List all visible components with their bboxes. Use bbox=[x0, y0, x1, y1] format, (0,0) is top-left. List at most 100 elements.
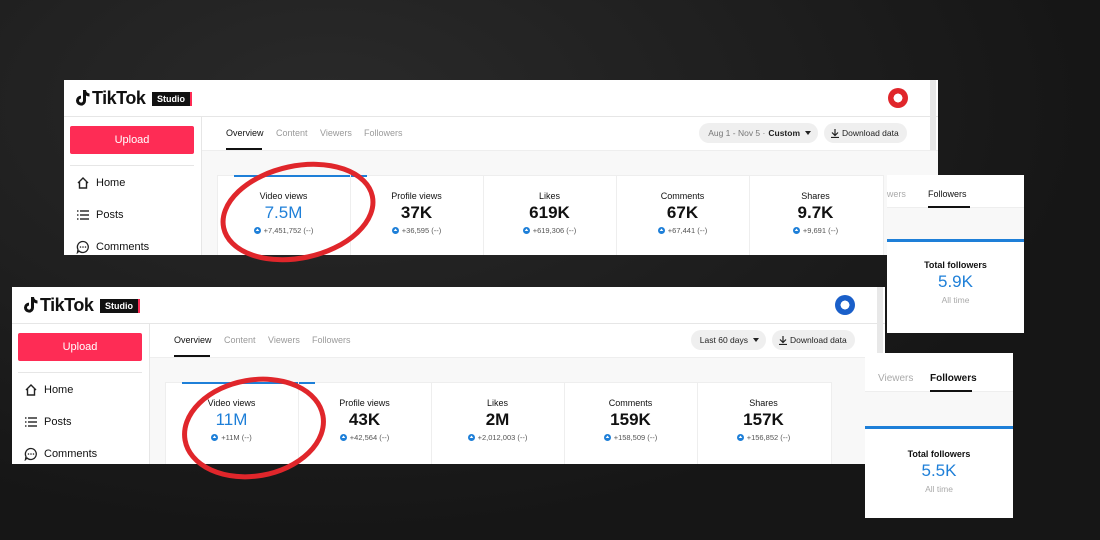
up-icon bbox=[391, 227, 399, 234]
metric-divider bbox=[697, 382, 698, 464]
metric-value: 157K bbox=[743, 410, 784, 429]
download-icon bbox=[831, 129, 839, 138]
up-icon bbox=[736, 434, 744, 441]
card-tab[interactable]: Followers bbox=[930, 373, 977, 384]
date-range-button[interactable]: Aug 1 - Nov 5 · Custom bbox=[699, 123, 818, 143]
tab[interactable]: Content bbox=[224, 335, 256, 345]
date-range-button[interactable]: Last 60 days bbox=[690, 330, 766, 350]
nav-item[interactable]: Home bbox=[96, 177, 126, 189]
tab[interactable]: Viewers bbox=[320, 128, 352, 138]
metric-label: Likes bbox=[486, 398, 508, 408]
nav-icon bbox=[25, 417, 37, 427]
up-icon bbox=[792, 227, 800, 234]
change-text: +67,441 (--) bbox=[667, 226, 708, 235]
card-tab-underline bbox=[928, 206, 970, 208]
avatar[interactable] bbox=[835, 295, 855, 315]
tab[interactable]: Followers bbox=[364, 128, 403, 138]
metric-divider bbox=[616, 175, 617, 255]
change-text: +156,852 (--) bbox=[746, 433, 791, 442]
metric-value: 7.5M bbox=[264, 203, 303, 222]
metric[interactable]: Profile views 37K +36,595 (--) bbox=[350, 191, 483, 235]
card-tab[interactable]: Viewers bbox=[878, 373, 914, 384]
tab-underline bbox=[226, 148, 262, 150]
nav-item[interactable]: Comments bbox=[96, 241, 150, 253]
tab[interactable]: Content bbox=[276, 128, 308, 138]
card-band bbox=[887, 208, 1024, 239]
up-icon bbox=[339, 434, 347, 441]
metric[interactable]: Shares 157K +156,852 (--) bbox=[697, 398, 830, 442]
followers-label: Total followers bbox=[907, 449, 971, 459]
download-button[interactable]: Download data bbox=[824, 123, 907, 143]
studio-badge: Studio bbox=[152, 92, 190, 106]
nav-item[interactable]: Posts bbox=[44, 416, 72, 428]
up-icon bbox=[253, 227, 261, 234]
metric-label: Comments bbox=[608, 398, 653, 408]
sidebar-border bbox=[149, 324, 150, 464]
nav-item[interactable]: Posts bbox=[96, 209, 124, 221]
metric-divider bbox=[483, 175, 484, 255]
tabs-divider bbox=[202, 150, 938, 151]
sidebar-divider bbox=[18, 372, 142, 373]
metric-change: +158,509 (--) bbox=[564, 433, 697, 442]
active-metric-bar bbox=[182, 382, 315, 384]
tiktok-icon bbox=[76, 90, 90, 106]
metric[interactable]: Video views 7.5M +7,451,752 (--) bbox=[217, 191, 350, 235]
header-divider bbox=[64, 116, 938, 117]
metric[interactable]: Likes 2M +2,012,003 (--) bbox=[431, 398, 564, 442]
metric-change: +67,441 (--) bbox=[616, 226, 749, 235]
metric-label: Comments bbox=[660, 191, 705, 201]
download-button[interactable]: Download data bbox=[772, 330, 855, 350]
logo-text: TikTok bbox=[40, 295, 94, 315]
up-icon bbox=[657, 227, 665, 234]
followers-period: All time bbox=[941, 295, 970, 305]
metric-label: Likes bbox=[538, 191, 560, 201]
tiktok-icon bbox=[24, 297, 38, 313]
card-tab[interactable]: Viewers bbox=[887, 189, 906, 199]
nav-item[interactable]: Comments bbox=[44, 448, 98, 460]
followers-value: 5.9K bbox=[938, 272, 973, 291]
tab[interactable]: Viewers bbox=[268, 335, 300, 345]
up-icon bbox=[211, 434, 219, 441]
change-text: +9,691 (--) bbox=[802, 226, 839, 235]
studio-panel: TikTok Studio Upload Home Posts Comments Overv… bbox=[64, 80, 938, 255]
metric-label: Video views bbox=[207, 398, 256, 408]
metric-value: 37K bbox=[400, 203, 433, 222]
up-icon bbox=[603, 434, 611, 441]
date-range: Aug 1 - Nov 5 · bbox=[708, 128, 766, 138]
metric-change: +7,451,752 (--) bbox=[217, 226, 350, 235]
tab[interactable]: Overview bbox=[226, 128, 264, 138]
download-icon bbox=[779, 336, 787, 345]
change-text: +36,595 (--) bbox=[401, 226, 442, 235]
metric[interactable]: Shares 9.7K +9,691 (--) bbox=[749, 191, 882, 235]
upload-button[interactable]: Upload bbox=[18, 333, 142, 361]
metric-divider bbox=[564, 382, 565, 464]
nav-icon bbox=[25, 384, 37, 396]
tab[interactable]: Followers bbox=[312, 335, 351, 345]
metric[interactable]: Profile views 43K +42,564 (--) bbox=[298, 398, 431, 442]
tab[interactable]: Overview bbox=[174, 335, 212, 345]
nav-icon bbox=[77, 210, 89, 220]
metric-label: Profile views bbox=[339, 398, 390, 408]
metric-value: 11M bbox=[215, 410, 248, 429]
upload-button[interactable]: Upload bbox=[70, 126, 194, 154]
sidebar-divider bbox=[70, 165, 194, 166]
metric[interactable]: Comments 159K +158,509 (--) bbox=[564, 398, 697, 442]
metric-label: Video views bbox=[259, 191, 308, 201]
metric-change: +9,691 (--) bbox=[749, 226, 882, 235]
date-mode: Custom bbox=[768, 128, 800, 138]
caret bbox=[753, 338, 759, 342]
date-range: Last 60 days bbox=[699, 335, 748, 345]
card-band bbox=[865, 392, 1013, 426]
metric[interactable]: Comments 67K +67,441 (--) bbox=[616, 191, 749, 235]
card-tab[interactable]: Followers bbox=[928, 189, 967, 199]
caret bbox=[805, 131, 811, 135]
metric[interactable]: Likes 619K +619,306 (--) bbox=[483, 191, 616, 235]
metric[interactable]: Video views 11M +11M (--) bbox=[165, 398, 298, 442]
sidebar-border bbox=[201, 117, 202, 255]
change-text: +619,306 (--) bbox=[532, 226, 577, 235]
avatar[interactable] bbox=[888, 88, 908, 108]
nav-item[interactable]: Home bbox=[44, 384, 74, 396]
followers-period: All time bbox=[925, 484, 953, 494]
up-icon bbox=[522, 227, 530, 234]
active-bar bbox=[865, 426, 1013, 429]
